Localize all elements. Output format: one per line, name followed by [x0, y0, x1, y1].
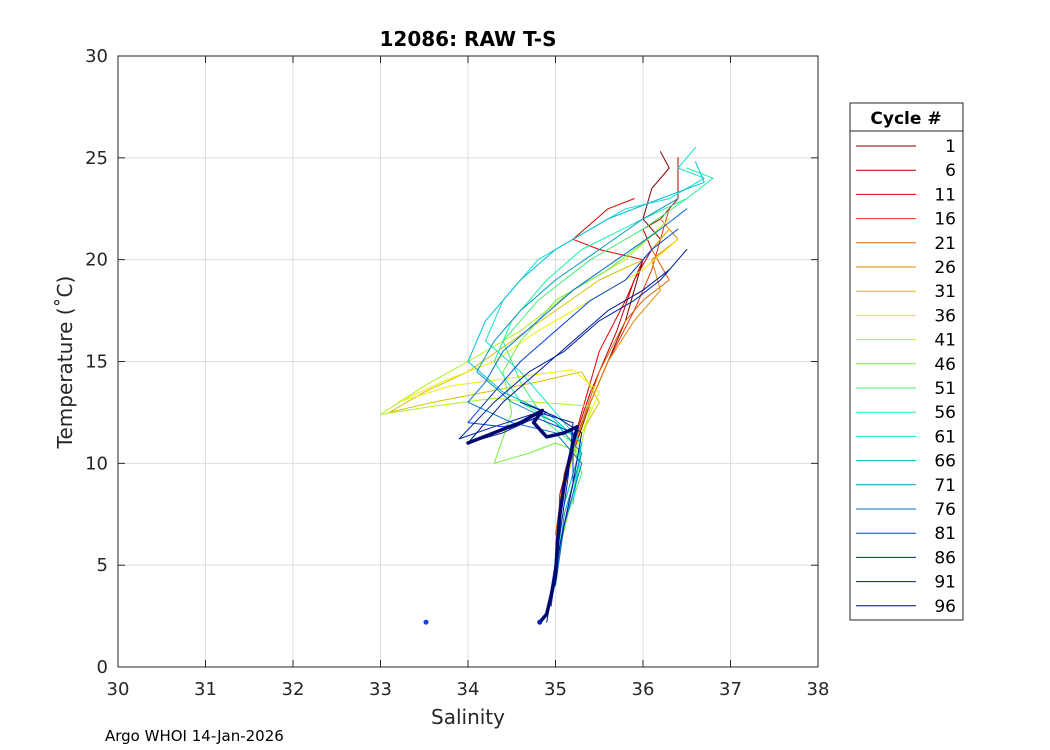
legend-label: 46 [934, 355, 956, 375]
x-tick-label: 31 [194, 679, 217, 700]
x-tick-label: 34 [457, 679, 480, 700]
legend-label: 71 [934, 476, 956, 496]
legend-label: 86 [934, 548, 956, 568]
series-line-11 [502, 198, 688, 576]
legend-label: 81 [934, 524, 956, 544]
legend-label: 31 [934, 282, 956, 302]
legend-label: 16 [934, 210, 956, 230]
series-lines [380, 147, 714, 624]
x-axis-ticks: 30 31 32 33 34 35 36 37 38 [107, 56, 830, 700]
legend-label: 41 [934, 331, 956, 351]
x-tick-label: 36 [632, 679, 655, 700]
legend-label: 1 [945, 137, 956, 157]
y-axis-label: Temperature (˚C) [53, 276, 77, 450]
legend-label: 61 [934, 427, 956, 447]
y-tick-label: 10 [85, 453, 108, 474]
data-markers [423, 619, 543, 625]
legend-label: 21 [934, 234, 956, 254]
y-tick-label: 25 [85, 148, 108, 169]
x-tick-label: 32 [282, 679, 305, 700]
legend-label: 26 [934, 258, 956, 278]
legend-label: 66 [934, 452, 956, 472]
series-line-7 [388, 228, 670, 546]
legend-label: 6 [945, 161, 956, 181]
legend-label: 91 [934, 573, 956, 593]
series-line-13 [485, 147, 705, 505]
series-line-20 [466, 408, 580, 624]
y-tick-label: 0 [97, 657, 108, 678]
legend-title: Cycle # [870, 109, 941, 129]
series-line-17 [467, 228, 679, 607]
x-tick-label: 33 [369, 679, 392, 700]
legend-label: 96 [934, 597, 956, 617]
legend: Cycle # 16111621263136414651566166717681… [849, 102, 964, 621]
x-tick-label: 30 [107, 679, 130, 700]
data-point-marker [423, 619, 429, 625]
y-axis-ticks: 0 5 10 15 20 25 30 [85, 46, 818, 678]
chart-title: 12086: RAW T-S [380, 27, 557, 51]
legend-label: 36 [934, 306, 956, 326]
legend-label: 56 [934, 403, 956, 423]
x-axis-label: Salinity [431, 705, 505, 729]
legend-label: 76 [934, 500, 956, 520]
data-point-marker [537, 619, 543, 625]
legend-label: 11 [934, 185, 956, 205]
footer-credit: Argo WHOI 14-Jan-2026 [105, 727, 284, 745]
y-tick-label: 20 [85, 250, 108, 271]
series-line-14 [467, 161, 705, 505]
y-tick-label: 30 [85, 46, 108, 67]
series-line-15 [476, 198, 679, 586]
y-tick-label: 5 [97, 555, 108, 576]
legend-label: 51 [934, 379, 956, 399]
series-line-9 [380, 218, 670, 566]
x-tick-label: 35 [544, 679, 567, 700]
x-tick-label: 37 [719, 679, 742, 700]
x-tick-label: 38 [807, 679, 830, 700]
y-tick-label: 15 [85, 352, 108, 373]
series-line-16 [467, 208, 688, 586]
legend-box [849, 102, 964, 621]
series-line-19 [467, 269, 670, 623]
